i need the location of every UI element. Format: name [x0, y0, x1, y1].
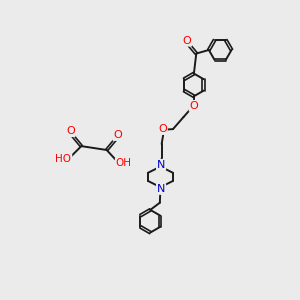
Text: O: O: [182, 36, 191, 46]
Text: HO: HO: [56, 154, 71, 164]
Text: O: O: [190, 101, 198, 111]
Text: O: O: [113, 130, 122, 140]
Text: N: N: [157, 160, 165, 170]
Text: N: N: [157, 184, 165, 194]
Text: O: O: [158, 124, 167, 134]
Text: OH: OH: [116, 158, 132, 168]
Text: O: O: [66, 126, 75, 136]
